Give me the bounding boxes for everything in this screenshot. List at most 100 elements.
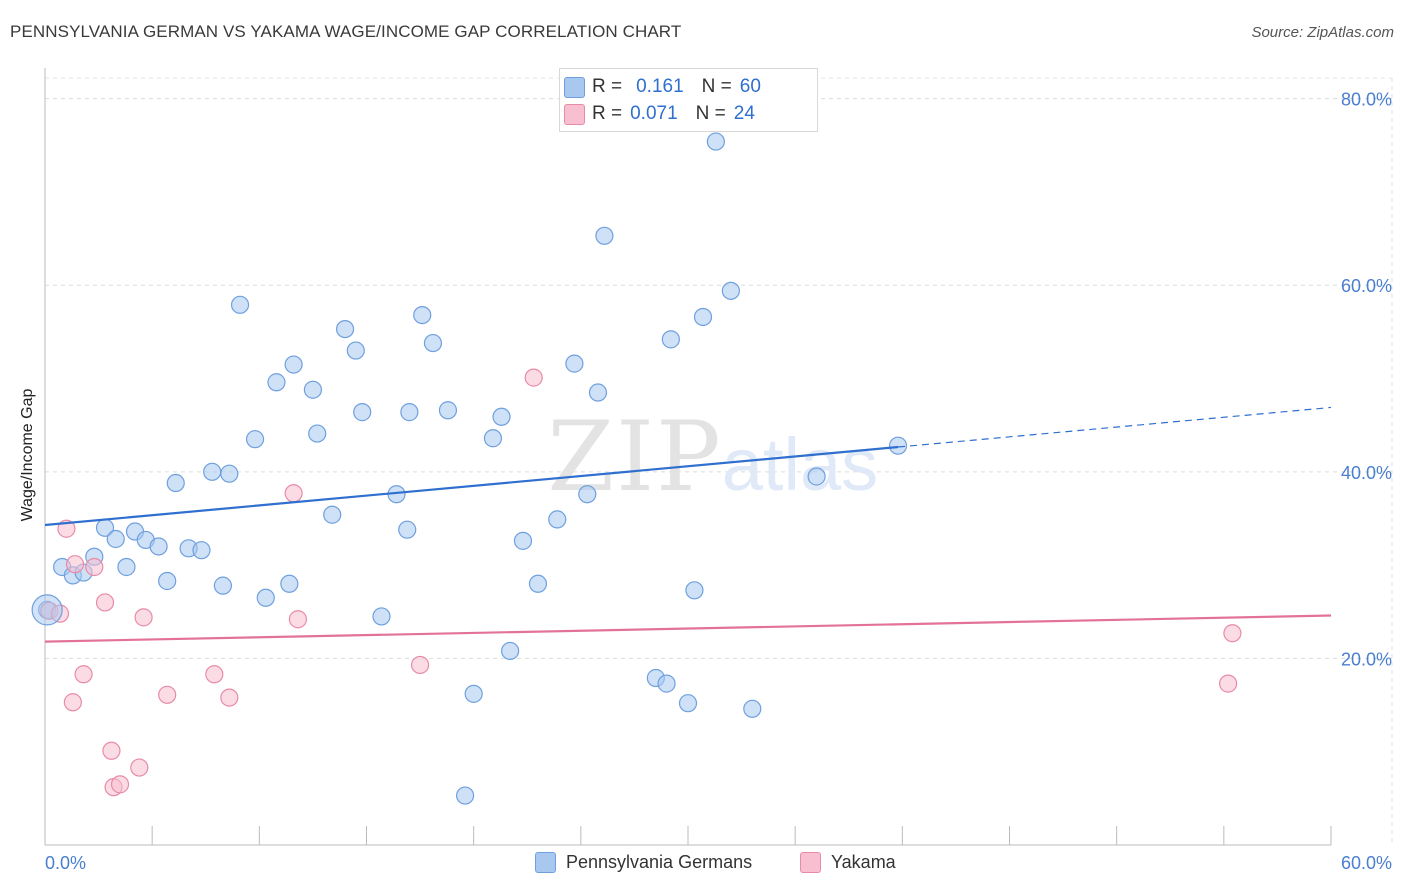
point-yakama bbox=[85, 557, 104, 577]
point-pennsylvania bbox=[513, 531, 533, 550]
point-yakama bbox=[1219, 674, 1238, 693]
point-pennsylvania bbox=[678, 694, 698, 713]
legend-r-value: 0.161 bbox=[636, 76, 684, 97]
point-pennsylvania bbox=[464, 684, 483, 703]
point-pennsylvania bbox=[807, 467, 826, 486]
point-pennsylvania bbox=[565, 354, 584, 373]
series-name: Pennsylvania Germans bbox=[566, 852, 753, 872]
point-pennsylvania bbox=[308, 424, 327, 443]
point-pennsylvania bbox=[280, 574, 299, 593]
point-yakama bbox=[205, 665, 224, 684]
point-pennsylvania bbox=[203, 462, 222, 481]
point-pennsylvania bbox=[149, 537, 168, 556]
point-pennsylvania bbox=[256, 588, 275, 607]
x-tick-label: 0.0% bbox=[45, 853, 86, 873]
point-yakama bbox=[130, 758, 149, 777]
trend-lines bbox=[44, 406, 1332, 643]
point-pennsylvania bbox=[335, 319, 355, 339]
watermark: ZIP atlas bbox=[547, 401, 878, 513]
legend-n-label: N = bbox=[701, 76, 732, 97]
legend-n-value: 24 bbox=[733, 103, 755, 124]
series-swatch-yakama bbox=[800, 852, 821, 873]
point-pennsylvania bbox=[657, 674, 676, 693]
point-pennsylvania bbox=[245, 430, 265, 449]
point-yakama bbox=[1223, 624, 1242, 643]
point-pennsylvania bbox=[213, 576, 232, 595]
series-legend-yakama[interactable]: Yakama bbox=[800, 852, 896, 873]
point-pennsylvania bbox=[438, 401, 458, 420]
point-pennsylvania bbox=[192, 541, 211, 560]
point-pennsylvania bbox=[528, 574, 548, 593]
point-pennsylvania bbox=[548, 510, 567, 529]
legend-n-label: N = bbox=[695, 103, 726, 124]
y-tick-label: 20.0% bbox=[1341, 649, 1392, 669]
data-points bbox=[31, 132, 1242, 805]
point-pennsylvania bbox=[483, 429, 503, 448]
source-label: Source: ZipAtlas.com bbox=[1251, 24, 1394, 41]
trend-line-pennsylvania-extension bbox=[897, 406, 1332, 448]
point-yakama bbox=[288, 610, 308, 629]
point-pennsylvania bbox=[455, 786, 475, 805]
point-pennsylvania bbox=[595, 226, 614, 245]
point-pennsylvania-large bbox=[31, 594, 63, 626]
point-yakama bbox=[95, 593, 115, 612]
point-yakama bbox=[524, 368, 543, 387]
series-name: Yakama bbox=[831, 852, 896, 872]
point-pennsylvania bbox=[578, 485, 597, 504]
axes bbox=[44, 68, 1332, 846]
point-pennsylvania bbox=[706, 132, 725, 151]
series-legend: Pennsylvania Germans Yakama bbox=[0, 852, 1406, 878]
trend-line-pennsylvania bbox=[44, 445, 899, 527]
point-pennsylvania bbox=[117, 557, 136, 577]
point-pennsylvania bbox=[303, 380, 323, 399]
y-tick-label: 40.0% bbox=[1341, 463, 1392, 483]
watermark-zip: ZIP bbox=[547, 401, 722, 513]
point-pennsylvania bbox=[492, 407, 511, 426]
legend-n-value: 60 bbox=[739, 76, 761, 97]
point-pennsylvania bbox=[423, 333, 443, 353]
point-pennsylvania bbox=[661, 330, 680, 349]
trend-line-yakama bbox=[44, 614, 1332, 643]
point-pennsylvania bbox=[721, 281, 740, 300]
point-yakama bbox=[134, 608, 153, 627]
point-yakama bbox=[102, 741, 121, 760]
point-pennsylvania bbox=[353, 403, 372, 422]
point-pennsylvania bbox=[372, 607, 391, 626]
point-yakama bbox=[63, 693, 82, 712]
x-tick-label: 60.0% bbox=[1341, 853, 1392, 873]
point-pennsylvania bbox=[230, 295, 250, 314]
legend-r-label: R = bbox=[592, 76, 623, 97]
chart-title: PENNSYLVANIA GERMAN VS YAKAMA WAGE/INCOM… bbox=[10, 22, 682, 41]
legend-r-value: 0.071 bbox=[630, 103, 678, 124]
point-pennsylvania bbox=[220, 464, 239, 483]
point-pennsylvania bbox=[588, 383, 608, 402]
legend-r-label: R = bbox=[592, 103, 623, 124]
point-pennsylvania bbox=[743, 699, 762, 718]
legend-swatch-pennsylvania bbox=[564, 77, 585, 98]
point-yakama bbox=[65, 555, 85, 574]
series-swatch-pennsylvania bbox=[535, 852, 556, 873]
series-legend-pennsylvania[interactable]: Pennsylvania Germans bbox=[535, 852, 752, 873]
point-pennsylvania bbox=[323, 505, 342, 524]
point-yakama bbox=[110, 775, 130, 794]
y-tick-label: 60.0% bbox=[1341, 276, 1392, 296]
point-pennsylvania bbox=[284, 355, 303, 374]
legend-swatch-yakama bbox=[564, 104, 585, 125]
point-yakama bbox=[284, 484, 303, 503]
point-pennsylvania bbox=[685, 581, 704, 600]
point-pennsylvania bbox=[398, 520, 417, 539]
legend-row-pennsylvania: R = 0.161 N = 60 bbox=[564, 74, 761, 100]
point-pennsylvania bbox=[888, 436, 908, 455]
point-pennsylvania bbox=[166, 473, 185, 493]
point-pennsylvania bbox=[106, 529, 125, 549]
point-pennsylvania bbox=[267, 373, 286, 392]
point-pennsylvania bbox=[413, 305, 432, 325]
legend-row-yakama: R = 0.071 N = 24 bbox=[564, 101, 755, 127]
y-tick-label: 80.0% bbox=[1341, 90, 1392, 110]
watermark-atlas: atlas bbox=[722, 423, 878, 506]
point-pennsylvania bbox=[400, 403, 419, 422]
point-pennsylvania bbox=[158, 571, 177, 591]
point-pennsylvania bbox=[501, 641, 520, 661]
stats-legend: R = 0.161 N = 60 R = 0.071 N = 24 bbox=[559, 68, 818, 132]
